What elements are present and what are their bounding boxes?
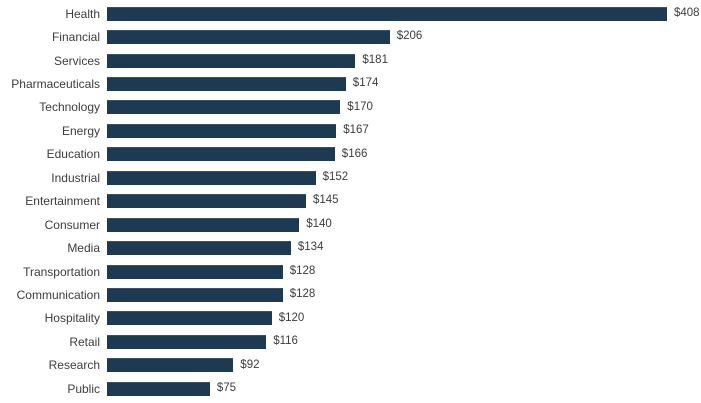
bar — [107, 30, 390, 45]
category-label: Energy — [61, 123, 100, 138]
value-label: $167 — [343, 124, 369, 137]
chart-row: Communication $128 — [0, 283, 701, 306]
bar — [107, 147, 335, 162]
bar — [107, 217, 300, 232]
bar — [107, 311, 272, 326]
bar — [107, 123, 337, 138]
category-label: Education — [46, 147, 100, 162]
value-label: $174 — [352, 77, 379, 90]
bar — [107, 358, 234, 373]
bar — [107, 334, 267, 349]
category-label: Hospitality — [44, 311, 100, 326]
category-label: Entertainment — [25, 194, 100, 209]
value-label: $116 — [273, 335, 298, 348]
chart-row: Entertainment $145 — [0, 190, 701, 213]
bar — [107, 77, 346, 92]
value-label: $166 — [341, 147, 368, 160]
category-label: Communication — [16, 287, 100, 302]
chart-row: Consumer $140 — [0, 213, 701, 236]
category-label: Financial — [51, 30, 100, 45]
value-label: $92 — [240, 358, 260, 371]
value-label: $134 — [297, 241, 324, 254]
bar — [107, 53, 356, 68]
chart-row: Services $181 — [0, 49, 701, 72]
bar — [107, 264, 283, 279]
bar — [107, 100, 341, 115]
category-label: Services — [53, 53, 100, 68]
value-label: $128 — [289, 264, 316, 277]
chart-row: Media $134 — [0, 236, 701, 259]
category-label: Retail — [69, 334, 100, 349]
chart-row: Retail $116 — [0, 330, 701, 353]
value-label: $120 — [278, 311, 305, 324]
category-label: Media — [67, 241, 100, 256]
category-label: Transportation — [23, 264, 100, 279]
value-label: $408 — [674, 6, 700, 19]
chart-row: Technology $170 — [0, 96, 701, 119]
chart-row: Pharmaceuticals $174 — [0, 72, 701, 95]
chart-row: Research $92 — [0, 354, 701, 377]
bar — [107, 241, 291, 256]
chart-row: Education $166 — [0, 143, 701, 166]
bar — [107, 6, 667, 21]
chart-row: Health $408 — [0, 2, 701, 25]
category-label: Pharmaceuticals — [11, 77, 100, 92]
bar — [107, 194, 306, 209]
chart-row: Financial $206 — [0, 25, 701, 48]
value-label: $206 — [396, 30, 423, 43]
chart-row: Industrial $152 — [0, 166, 701, 189]
value-label: $140 — [306, 217, 332, 230]
category-label: Consumer — [44, 217, 100, 232]
chart-row: Energy $167 — [0, 119, 701, 142]
value-label: $181 — [362, 53, 388, 66]
value-label: $170 — [347, 100, 373, 113]
bar — [107, 381, 210, 396]
bar — [107, 287, 283, 302]
value-label: $152 — [322, 171, 349, 184]
value-label: $75 — [216, 381, 237, 394]
chart-row: Public $75 — [0, 377, 701, 400]
bar — [107, 170, 316, 185]
value-label: $145 — [313, 194, 339, 207]
chart-row: Hospitality $120 — [0, 307, 701, 330]
chart-row: Transportation $128 — [0, 260, 701, 283]
value-label: $128 — [289, 288, 316, 301]
category-label: Technology — [39, 100, 100, 115]
category-label: Research — [48, 358, 100, 373]
category-label: Industrial — [51, 170, 100, 185]
category-label: Health — [65, 6, 100, 21]
category-label: Public — [67, 381, 100, 396]
